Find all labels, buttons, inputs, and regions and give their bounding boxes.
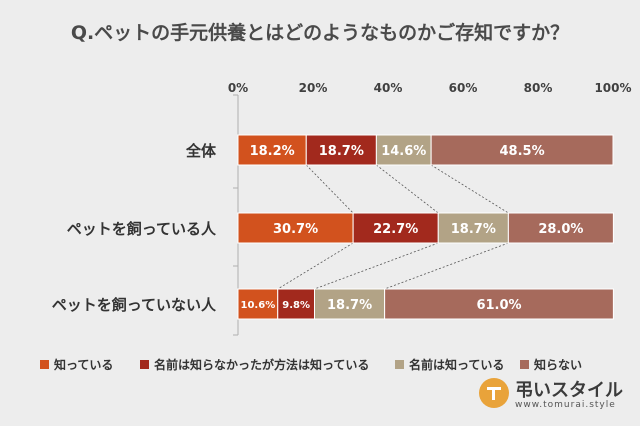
bar-segment <box>375 134 432 166</box>
bar-segment <box>430 134 614 166</box>
series-connector-line <box>305 164 354 214</box>
x-tick-label: 20% <box>299 81 328 95</box>
series-connector-line <box>277 242 354 290</box>
legend-swatch <box>395 360 404 369</box>
legend-label: 名前は知らなかったが方法は知っている <box>154 357 369 372</box>
data-label: 28.0% <box>538 222 583 237</box>
data-label: 30.7% <box>273 222 318 237</box>
data-label: 61.0% <box>476 298 521 313</box>
data-label: 9.8% <box>282 300 310 311</box>
bar-segment <box>314 288 386 320</box>
bar-segment <box>384 288 614 320</box>
x-tick-label: 100% <box>594 81 631 95</box>
legend-swatch <box>140 360 149 369</box>
series-connector-line <box>430 164 509 214</box>
series-connector-line <box>376 164 439 214</box>
bar-segment <box>237 212 354 244</box>
data-label: 10.6% <box>241 300 276 311</box>
category-label: ペットを飼っている人 <box>67 220 217 238</box>
x-tick-label: 80% <box>524 81 553 95</box>
series-connector-line <box>314 242 439 290</box>
tomurai-style-logo: 弔いスタイル www.tomurai.style <box>479 376 624 418</box>
series-connector-line <box>384 242 509 290</box>
data-label: 18.7% <box>319 144 364 159</box>
x-tick-label: 40% <box>374 81 403 95</box>
data-label: 22.7% <box>373 222 418 237</box>
legend-label: 知っている <box>53 357 113 372</box>
legend-swatch <box>520 360 529 369</box>
data-label: 14.6% <box>381 144 426 159</box>
category-label: ペットを飼っていない人 <box>52 296 217 314</box>
bar-segment <box>305 134 377 166</box>
data-label: 48.5% <box>500 144 545 159</box>
bar-segment <box>437 212 509 244</box>
chart-title: Q.ペットの手元供養とはどのようなものかご存知ですか？ <box>70 22 570 44</box>
data-label: 18.7% <box>451 222 496 237</box>
tomurai-logo-icon <box>479 378 509 408</box>
category-label: 全体 <box>185 142 217 160</box>
x-tick-label: 60% <box>449 81 478 95</box>
logo-url: www.tomurai.style <box>515 400 616 410</box>
data-label: 18.7% <box>327 298 372 313</box>
legend-label: 名前は知っている <box>409 357 504 372</box>
legend-swatch <box>40 360 49 369</box>
bar-segment <box>352 212 439 244</box>
x-tick-label: 0% <box>228 81 248 95</box>
logo-name: 弔いスタイル <box>515 380 623 401</box>
legend-label: 知らない <box>533 357 582 372</box>
bar-segment <box>507 212 614 244</box>
data-label: 18.2% <box>250 144 295 159</box>
bar-segment <box>277 288 315 320</box>
